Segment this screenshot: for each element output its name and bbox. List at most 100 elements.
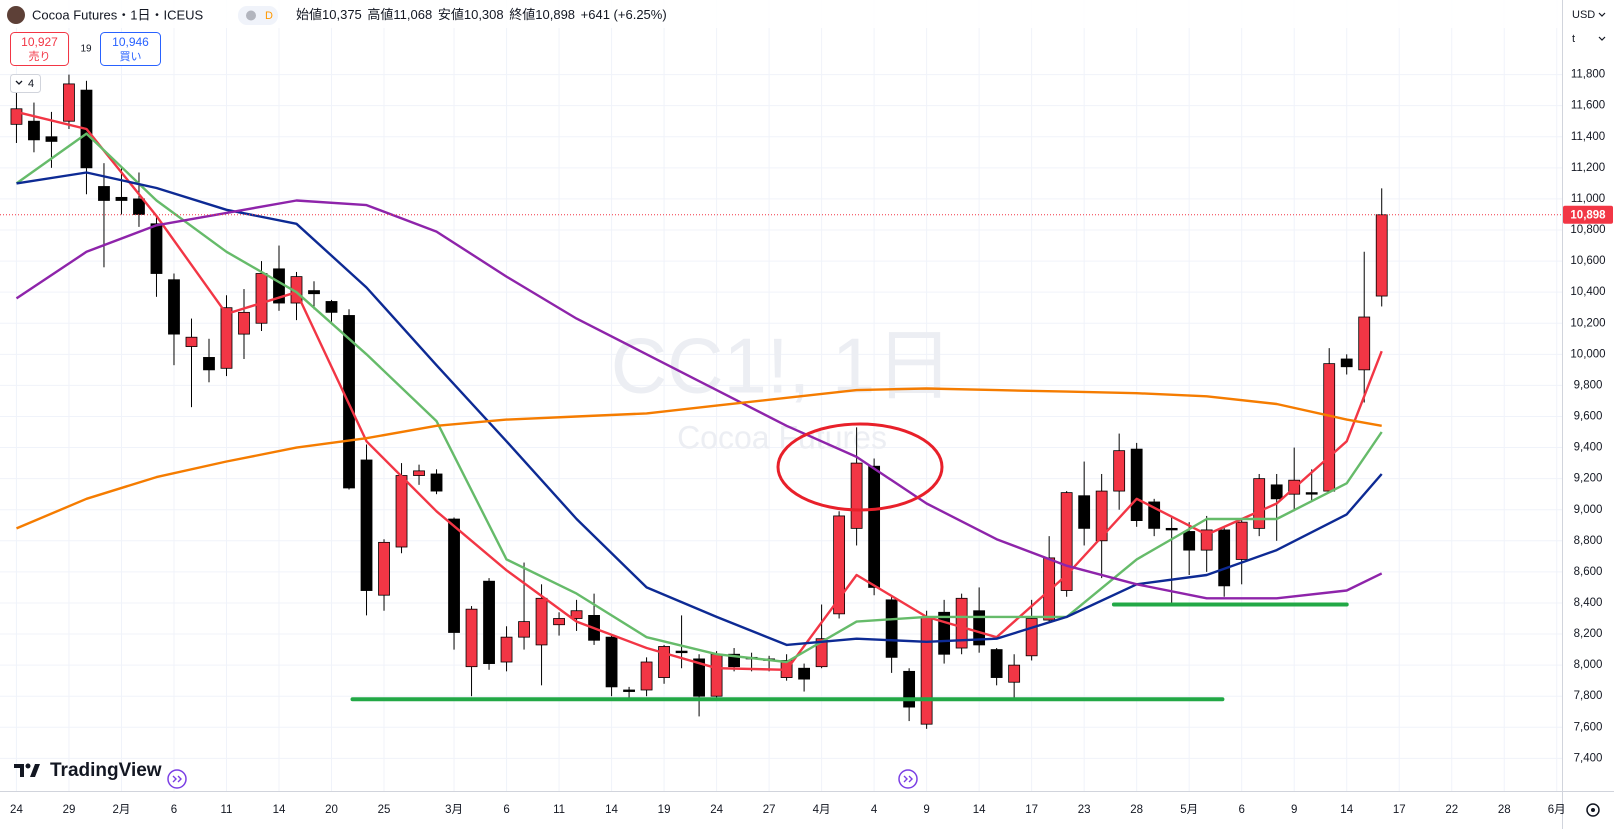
event-icon[interactable] <box>898 769 918 789</box>
candle-body <box>1253 478 1266 529</box>
x-tick-label: 17 <box>1393 804 1406 816</box>
candle-body <box>413 470 425 476</box>
highlight-ellipse <box>776 422 944 512</box>
y-tick-label: 7,800 <box>1574 690 1603 702</box>
candle-body <box>955 597 968 649</box>
x-tick-label: 29 <box>63 804 76 816</box>
y-tick-label: 8,200 <box>1574 628 1603 640</box>
candle-body <box>168 279 180 335</box>
x-tick-label: 14 <box>1340 804 1353 816</box>
x-tick-label: 24 <box>10 804 23 816</box>
candle-body <box>1183 531 1196 551</box>
candle-body <box>133 198 145 215</box>
y-tick-label: 9,000 <box>1574 504 1603 516</box>
candle-body <box>570 610 583 619</box>
y-tick-label: 11,600 <box>1571 100 1605 112</box>
candle-body <box>920 616 933 725</box>
candle-body <box>693 658 705 697</box>
x-tick-label: 22 <box>1445 804 1458 816</box>
x-tick-label: 14 <box>273 804 286 816</box>
candle-body <box>885 599 898 658</box>
y-tick-label: 7,400 <box>1574 752 1603 764</box>
event-icon[interactable] <box>167 769 187 789</box>
y-tick-label: 7,600 <box>1574 721 1603 733</box>
candle-body <box>1078 495 1091 529</box>
unit[interactable]: t <box>1572 33 1575 45</box>
x-tick-label: 2月 <box>113 804 131 816</box>
price-axis-bg <box>1562 0 1614 829</box>
candle-body <box>28 120 40 141</box>
mark-layer <box>10 74 1388 729</box>
indicator-toggle[interactable] <box>10 74 41 93</box>
badge: D <box>265 10 273 22</box>
candle-body <box>1060 492 1073 591</box>
ohlc-value: 10,898 <box>535 7 575 22</box>
chevron <box>15 80 23 85</box>
candle-body <box>833 515 846 615</box>
buy-button[interactable] <box>100 32 161 66</box>
x-tick-label: 3月 <box>445 804 463 816</box>
candle-body <box>465 608 478 668</box>
ohlc: 始値10,375 高値11,068 安値10,308 終値10,898 +641… <box>296 7 667 22</box>
x-tick-label: 28 <box>1130 804 1143 816</box>
x-tick-label: 6 <box>171 804 177 816</box>
logo: TradingView <box>14 760 162 781</box>
candle-body <box>798 667 811 680</box>
candle-body <box>378 541 390 596</box>
x-tick-label: 9 <box>923 804 929 816</box>
moving-average <box>15 199 1383 600</box>
x-tick-label: 6 <box>1238 804 1244 816</box>
candle-body <box>185 336 198 347</box>
candle-body <box>45 136 58 142</box>
candle-body <box>553 618 565 626</box>
watermark-symbol: CC1!, 1日 <box>611 322 953 410</box>
candle-body <box>1375 214 1388 297</box>
y-tick-label: 9,200 <box>1574 473 1603 485</box>
y-tick-label: 8,800 <box>1574 535 1603 547</box>
time-axis-bg <box>0 791 1562 829</box>
symbol[interactable]: Cocoa Futures・1日・ICEUS <box>32 7 204 22</box>
y-tick-label: 8,600 <box>1574 566 1603 578</box>
line-layer <box>0 110 1562 702</box>
x-tick-label: 5月 <box>1180 804 1198 816</box>
candle-body <box>395 475 408 548</box>
y-tick-label: 11,200 <box>1571 162 1605 174</box>
ohlc-value: 10,308 <box>464 7 504 22</box>
badge-bg[interactable] <box>238 6 278 25</box>
candle-body <box>238 311 250 335</box>
candle-body <box>115 196 128 201</box>
y-tick-label: 9,400 <box>1574 442 1603 454</box>
y-tick-label: 9,600 <box>1574 411 1603 423</box>
candle-body <box>255 273 268 324</box>
candle-body <box>63 83 75 122</box>
buy-price: 10,946 <box>112 35 149 49</box>
candle-body <box>1305 492 1318 495</box>
candle-body <box>675 650 688 654</box>
ohlc-label: 高値 <box>367 7 393 22</box>
x-tick-label: 23 <box>1078 804 1091 816</box>
indicator-count: 4 <box>28 78 34 90</box>
candle-body <box>483 580 495 664</box>
logo-icon <box>30 764 40 777</box>
y-tick-label: 10,800 <box>1570 224 1605 236</box>
x-tick-label: 14 <box>973 804 986 816</box>
y-tick-label: 11,400 <box>1571 131 1605 143</box>
candle-body <box>938 611 951 655</box>
candle-body <box>535 597 548 646</box>
candle-body <box>658 646 670 678</box>
candle-body <box>815 638 828 668</box>
ohlc-value: 11,068 <box>393 7 432 22</box>
candle-body <box>728 653 740 668</box>
x-tick-label: 6 <box>503 804 509 816</box>
currency[interactable]: USD <box>1572 9 1595 21</box>
y-tick-label: 10,200 <box>1570 317 1605 329</box>
sell-button[interactable] <box>10 32 69 66</box>
settings-icon[interactable] <box>1586 803 1600 817</box>
candle-body <box>623 689 635 692</box>
settings-icon-center <box>1591 808 1595 812</box>
x-tick-label: 11 <box>221 804 233 816</box>
spread: 19 <box>80 44 92 55</box>
chevron <box>1598 36 1606 41</box>
change: +641 (+6.25%) <box>581 7 667 22</box>
